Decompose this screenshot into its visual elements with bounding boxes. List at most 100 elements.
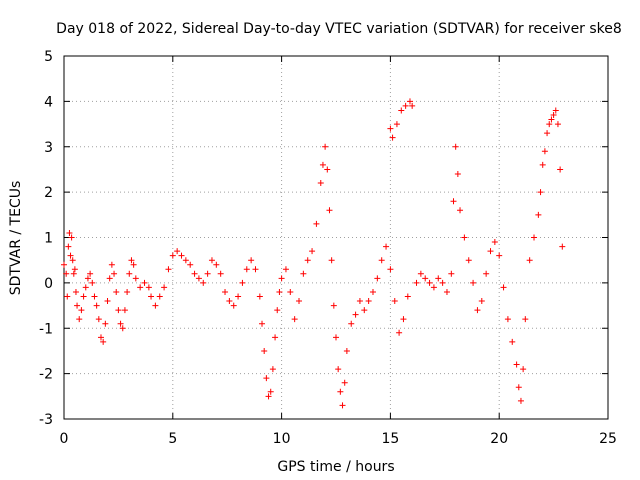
- data-point: [108, 261, 115, 268]
- data-point: [313, 220, 320, 227]
- data-point: [387, 266, 394, 273]
- data-point: [402, 102, 409, 109]
- y-tick-label: 4: [44, 94, 53, 110]
- data-point: [324, 166, 331, 173]
- chart-title: Day 018 of 2022, Sidereal Day-to-day VTE…: [56, 21, 622, 37]
- data-point: [121, 307, 128, 314]
- data-point: [226, 298, 233, 305]
- data-point: [513, 361, 520, 368]
- data-point: [413, 279, 420, 286]
- data-point: [132, 275, 139, 282]
- data-point: [554, 121, 561, 128]
- data-point: [195, 275, 202, 282]
- data-point: [67, 252, 74, 259]
- data-point: [389, 134, 396, 141]
- data-point: [439, 279, 446, 286]
- x-tick-label: 20: [490, 431, 508, 447]
- data-point: [319, 161, 326, 168]
- x-tick-label: 0: [60, 431, 69, 447]
- data-point: [156, 293, 163, 300]
- data-point: [478, 298, 485, 305]
- data-point: [70, 270, 77, 277]
- data-point: [322, 143, 329, 150]
- data-point: [71, 266, 78, 273]
- data-point: [504, 316, 511, 323]
- y-tick-label: 0: [44, 276, 53, 292]
- data-point: [169, 252, 176, 259]
- data-point: [487, 248, 494, 255]
- data-point: [243, 266, 250, 273]
- data-point: [230, 302, 237, 309]
- data-point: [435, 275, 442, 282]
- data-points: [61, 98, 566, 409]
- data-point: [461, 234, 468, 241]
- data-point: [443, 288, 450, 295]
- data-point: [89, 279, 96, 286]
- data-point: [267, 388, 274, 395]
- x-tick-label: 5: [168, 431, 177, 447]
- data-point: [93, 302, 100, 309]
- y-tick-labels: -3 -2 -1 0 1 2 3 4 5: [39, 49, 53, 428]
- data-point: [391, 298, 398, 305]
- data-point: [287, 288, 294, 295]
- data-point: [74, 302, 81, 309]
- data-point: [333, 334, 339, 341]
- data-point: [550, 111, 557, 118]
- data-point: [106, 275, 113, 282]
- data-point: [422, 275, 429, 282]
- data-point: [256, 293, 263, 300]
- data-point: [374, 275, 381, 282]
- data-point: [117, 320, 124, 327]
- data-point: [115, 307, 122, 314]
- data-point: [111, 270, 118, 277]
- data-point: [69, 257, 76, 264]
- data-point: [339, 402, 346, 409]
- grid-lines: [64, 56, 608, 419]
- data-point: [113, 288, 120, 295]
- data-point: [61, 261, 67, 268]
- data-point: [341, 379, 348, 386]
- data-point: [365, 298, 372, 305]
- data-point: [278, 275, 285, 282]
- data-point: [309, 248, 316, 255]
- x-tick-label: 25: [599, 431, 617, 447]
- x-axis-label: GPS time / hours: [277, 459, 394, 475]
- data-point: [141, 279, 148, 286]
- data-point: [404, 293, 411, 300]
- data-point: [470, 279, 477, 286]
- data-point: [102, 320, 109, 327]
- data-point: [87, 270, 94, 277]
- data-point: [356, 298, 363, 305]
- data-point: [304, 257, 311, 264]
- data-point: [217, 270, 224, 277]
- data-point: [474, 307, 481, 314]
- data-point: [328, 257, 335, 264]
- data-point: [276, 288, 283, 295]
- data-point: [104, 298, 111, 305]
- data-point: [65, 243, 72, 250]
- data-point: [465, 257, 472, 264]
- data-point: [409, 102, 416, 109]
- data-point: [393, 121, 400, 128]
- data-point: [452, 143, 459, 150]
- data-point: [68, 234, 75, 241]
- y-axis-label: SDTVAR / TECUs: [8, 181, 24, 296]
- data-point: [387, 125, 394, 132]
- data-point: [369, 288, 376, 295]
- data-point: [64, 293, 71, 300]
- data-point: [182, 257, 189, 264]
- data-point: [526, 257, 533, 264]
- data-point: [84, 275, 91, 282]
- data-point: [546, 121, 553, 128]
- data-point: [352, 311, 359, 318]
- data-point: [66, 229, 73, 236]
- data-point: [531, 234, 538, 241]
- data-point: [208, 257, 215, 264]
- data-point: [80, 293, 87, 300]
- data-point: [544, 130, 551, 137]
- axis-ticks: [63, 55, 609, 420]
- data-point: [269, 366, 276, 373]
- data-point: [378, 257, 385, 264]
- data-point: [361, 307, 368, 314]
